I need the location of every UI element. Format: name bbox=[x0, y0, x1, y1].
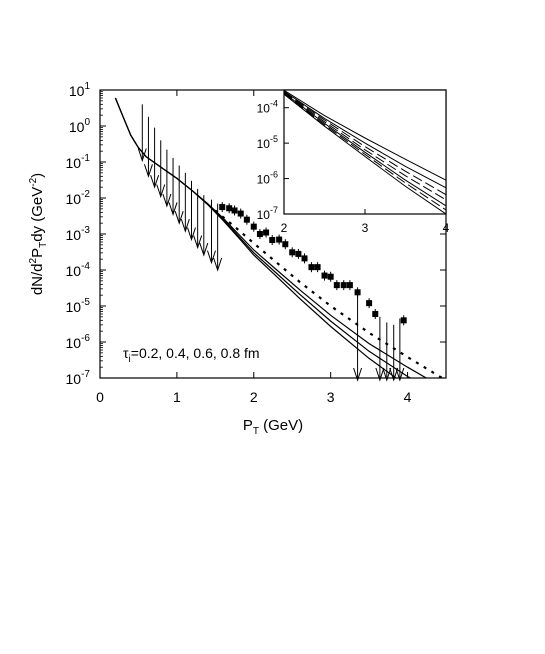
inset-y-tick-label: 10-6 bbox=[257, 170, 278, 187]
data-point bbox=[346, 282, 353, 289]
y-tick-label: 10-2 bbox=[66, 189, 91, 207]
data-point bbox=[243, 216, 250, 223]
data-point bbox=[372, 310, 379, 317]
x-axis-label: PT (GeV) bbox=[243, 417, 303, 437]
y-tick-label: 10-5 bbox=[66, 297, 91, 315]
inset-axes: 2 3 4 10-4 10-5 10-6 10-7 bbox=[257, 99, 450, 235]
data-point bbox=[340, 282, 347, 289]
data-point bbox=[226, 205, 233, 212]
upper-limit-arrowhead bbox=[180, 218, 190, 233]
upper-limit-arrowhead bbox=[143, 164, 153, 178]
inset-x-tick-label: 3 bbox=[362, 221, 369, 235]
data-point bbox=[301, 255, 308, 262]
data-point bbox=[327, 273, 334, 280]
upper-limit-arrowhead bbox=[389, 367, 399, 382]
upper-limit-arrowhead bbox=[174, 211, 184, 225]
upper-limit-arrowhead bbox=[395, 367, 405, 382]
data-point bbox=[366, 300, 373, 307]
upper-limit-arrowhead bbox=[213, 257, 223, 272]
x-tick-label: 4 bbox=[404, 389, 412, 405]
inset-x-tick-label: 4 bbox=[443, 221, 450, 235]
data-point bbox=[250, 223, 257, 230]
data-point bbox=[333, 282, 340, 289]
inset-curve-6 bbox=[284, 93, 446, 211]
x-tick-label: 1 bbox=[173, 389, 181, 405]
x-tick-label: 3 bbox=[327, 389, 335, 405]
upper-limit-arrowhead bbox=[207, 250, 216, 265]
x-tick-label: 2 bbox=[250, 389, 258, 405]
data-point bbox=[354, 289, 361, 296]
data-point bbox=[219, 204, 226, 211]
y-tick-label: 10-1 bbox=[66, 153, 91, 171]
data-point bbox=[400, 317, 407, 324]
upper-limit-arrowhead bbox=[382, 367, 392, 382]
y-tick-label: 101 bbox=[69, 81, 91, 99]
upper-limit-arrowhead bbox=[187, 227, 196, 242]
data-point bbox=[282, 241, 289, 248]
inset-curve-3 bbox=[284, 91, 446, 196]
upper-limit-arrows bbox=[137, 104, 405, 382]
upper-limit-arrowhead bbox=[168, 202, 178, 216]
upper-limit-arrowhead bbox=[353, 367, 363, 382]
main-curves bbox=[114, 97, 443, 378]
inset-curve-7 bbox=[284, 93, 446, 214]
theory-curve-4 bbox=[214, 209, 443, 378]
theory-curve-3 bbox=[114, 97, 398, 378]
upper-limit-arrowhead bbox=[156, 184, 166, 199]
y-tick-label: 100 bbox=[69, 117, 91, 135]
data-point bbox=[289, 249, 296, 256]
inset-curve-4 bbox=[284, 91, 446, 201]
data-point bbox=[256, 231, 263, 237]
tau-annotation: τi=0.2, 0.4, 0.6, 0.8 fm bbox=[123, 345, 260, 365]
inset-curve-5 bbox=[284, 92, 446, 207]
data-points bbox=[219, 202, 407, 326]
data-point bbox=[269, 237, 276, 244]
upper-limit-arrowhead bbox=[375, 367, 385, 382]
inset-y-tick-label: 10-7 bbox=[257, 205, 278, 222]
y-tick-label: 10-4 bbox=[66, 261, 91, 279]
x-tick-label: 0 bbox=[96, 389, 104, 405]
y-axis-label: dN/d2PTdy (GeV-2) bbox=[28, 173, 49, 295]
inset-x-tick-label: 2 bbox=[281, 221, 288, 235]
data-point bbox=[231, 207, 238, 214]
upper-limit-arrowhead bbox=[150, 175, 160, 189]
data-point bbox=[321, 272, 328, 279]
data-point bbox=[263, 229, 270, 236]
tau-symbol: τ bbox=[123, 345, 129, 361]
upper-limit-arrowhead bbox=[137, 148, 147, 163]
y-tick-label: 10-3 bbox=[66, 225, 91, 243]
tau-values: =0.2, 0.4, 0.6, 0.8 fm bbox=[131, 345, 260, 361]
data-point bbox=[295, 250, 302, 257]
data-point bbox=[237, 210, 244, 217]
inset-y-tick-label: 10-4 bbox=[257, 99, 278, 116]
upper-limit-arrowhead bbox=[199, 242, 209, 257]
data-point bbox=[276, 236, 283, 243]
upper-limit-arrowhead bbox=[162, 193, 172, 208]
upper-limit-arrowhead bbox=[193, 235, 203, 250]
inset-y-tick-label: 10-5 bbox=[257, 134, 278, 151]
data-point bbox=[308, 264, 315, 271]
data-point bbox=[314, 264, 321, 271]
y-tick-label: 10-7 bbox=[66, 369, 91, 387]
inset-curve-1 bbox=[284, 90, 446, 181]
inset-curves bbox=[284, 90, 446, 214]
tau-subscript: i bbox=[129, 354, 131, 365]
y-tick-label: 10-6 bbox=[66, 333, 91, 351]
inset-curve-2 bbox=[284, 90, 446, 189]
